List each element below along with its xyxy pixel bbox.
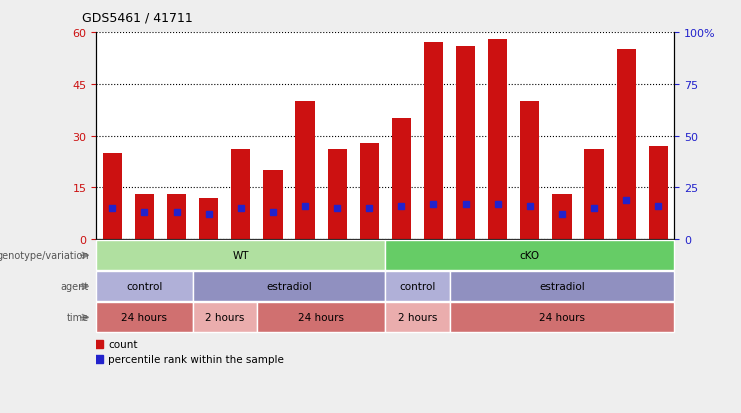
Bar (648, 147, 668, 240)
Text: control: control (399, 282, 436, 292)
Text: genotype/variation: genotype/variation (0, 251, 89, 261)
Bar (488, 40, 508, 240)
Bar (193, 272, 385, 301)
Bar (450, 303, 674, 332)
Text: estradiol: estradiol (539, 282, 585, 292)
Text: 2 hours: 2 hours (205, 313, 245, 323)
Text: agent: agent (61, 282, 89, 292)
Bar (385, 272, 450, 301)
Bar (585, 150, 604, 240)
Bar (450, 272, 674, 301)
Bar (385, 303, 450, 332)
Text: 2 hours: 2 hours (398, 313, 437, 323)
Bar (96, 303, 193, 332)
Text: GDS5461 / 41711: GDS5461 / 41711 (82, 12, 192, 25)
Bar (231, 150, 250, 240)
Bar (257, 303, 385, 332)
Text: count: count (108, 339, 137, 349)
Bar (96, 272, 193, 301)
Bar (263, 171, 282, 240)
Bar (392, 119, 411, 240)
Text: 24 hours: 24 hours (539, 313, 585, 323)
Bar (456, 47, 475, 240)
Bar (385, 241, 674, 271)
Bar (96, 241, 385, 271)
Bar (193, 303, 257, 332)
Bar (103, 154, 122, 240)
Bar (328, 150, 347, 240)
Text: 24 hours: 24 hours (122, 313, 167, 323)
Bar (424, 43, 443, 240)
Bar (296, 102, 315, 240)
Text: cKO: cKO (519, 251, 540, 261)
Text: time: time (67, 313, 89, 323)
Text: 24 hours: 24 hours (298, 313, 344, 323)
Text: WT: WT (233, 251, 249, 261)
Bar (520, 102, 539, 240)
Bar (552, 195, 571, 240)
Bar (359, 143, 379, 240)
Bar (617, 50, 636, 240)
Bar (167, 195, 186, 240)
Text: percentile rank within the sample: percentile rank within the sample (108, 354, 284, 364)
Text: estradiol: estradiol (266, 282, 312, 292)
Bar (135, 195, 154, 240)
Text: control: control (126, 282, 163, 292)
Bar (199, 198, 219, 240)
